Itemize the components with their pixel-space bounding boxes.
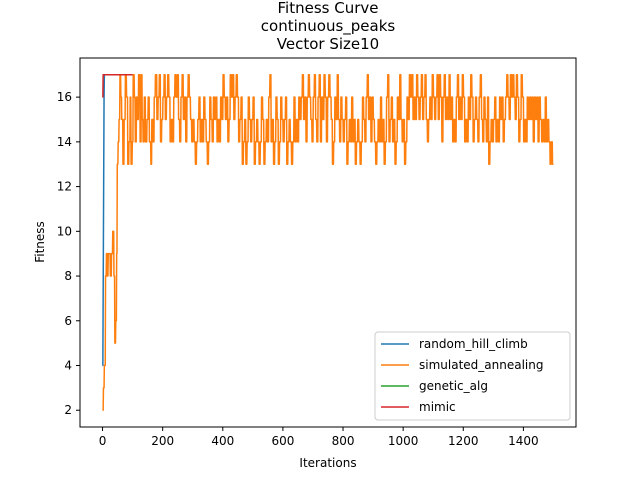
chart-title-line-1: Fitness Curve	[278, 0, 379, 17]
x-axis-ticks: 0 200 400 600 800 1000 1200 1400	[99, 427, 539, 448]
legend-box	[374, 331, 571, 421]
x-tick-label: 600	[271, 434, 294, 448]
legend-label-random-hill-climb: random_hill_climb	[419, 337, 528, 351]
y-tick-label: 14	[57, 135, 72, 149]
legend-label-mimic: mimic	[419, 400, 456, 414]
legend-label-genetic-alg: genetic_alg	[419, 379, 488, 393]
y-axis-ticks: 2 4 6 8 10 12 14 16	[57, 90, 80, 417]
series-lines	[102, 74, 554, 411]
chart-title-line-3: Vector Size10	[277, 35, 379, 53]
x-tick-label: 0	[99, 434, 107, 448]
x-tick-label: 1200	[448, 434, 479, 448]
x-axis-label: Iterations	[299, 456, 356, 470]
series-line-mimic	[102, 74, 133, 98]
y-tick-label: 8	[64, 269, 72, 283]
x-tick-label: 1000	[388, 434, 419, 448]
legend-label-simulated-annealing: simulated_annealing	[419, 358, 543, 372]
series-line-simulated-annealing	[102, 74, 554, 411]
y-tick-label: 2	[64, 403, 72, 417]
chart-title-line-2: continuous_peaks	[261, 17, 396, 36]
plot-frame	[79, 57, 577, 428]
x-tick-label: 200	[151, 434, 174, 448]
y-tick-label: 6	[64, 314, 72, 328]
x-tick-label: 800	[332, 434, 355, 448]
y-tick-label: 16	[57, 90, 72, 104]
y-tick-label: 12	[57, 180, 72, 194]
y-tick-label: 10	[57, 224, 72, 238]
legend: random_hill_climb simulated_annealinggene…	[374, 331, 571, 421]
y-axis-label: Fitness	[33, 221, 47, 263]
x-tick-label: 400	[211, 434, 234, 448]
y-tick-label: 4	[64, 359, 72, 373]
x-tick-label: 1400	[508, 434, 539, 448]
